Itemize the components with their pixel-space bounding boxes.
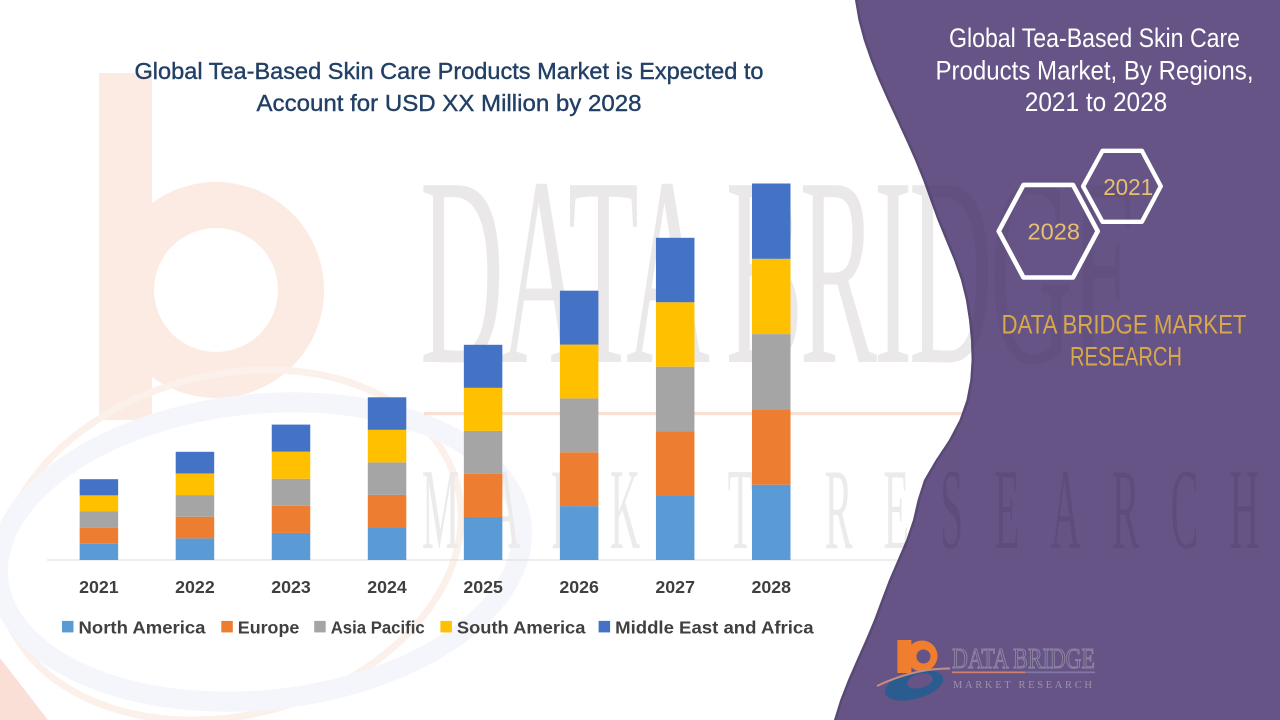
svg-text:Global Tea-Based Skin Care Pro: Global Tea-Based Skin Care Products Mark… bbox=[135, 58, 764, 84]
svg-text:2028: 2028 bbox=[1028, 219, 1081, 245]
svg-text:2026: 2026 bbox=[559, 577, 599, 597]
svg-text:2022: 2022 bbox=[175, 577, 215, 597]
svg-text:DATA BRIDGE: DATA BRIDGE bbox=[952, 643, 1095, 675]
svg-text:RESEARCH: RESEARCH bbox=[1070, 342, 1182, 372]
svg-text:Products Market, By Regions,: Products Market, By Regions, bbox=[936, 55, 1254, 85]
svg-text:2021: 2021 bbox=[79, 577, 119, 597]
svg-text:South America: South America bbox=[457, 618, 586, 638]
svg-text:2028: 2028 bbox=[751, 577, 791, 597]
svg-text:Asia Pacific: Asia Pacific bbox=[331, 618, 425, 638]
svg-text:Global Tea-Based Skin Care: Global Tea-Based Skin Care bbox=[949, 23, 1240, 53]
svg-text:Account for USD XX Million by: Account for USD XX Million by 2028 bbox=[257, 90, 642, 116]
svg-text:2023: 2023 bbox=[271, 577, 311, 597]
svg-text:2025: 2025 bbox=[463, 577, 503, 597]
svg-text:2027: 2027 bbox=[655, 577, 695, 597]
svg-text:Middle East and Africa: Middle East and Africa bbox=[615, 618, 814, 638]
svg-text:2021: 2021 bbox=[1103, 174, 1153, 200]
svg-text:Europe: Europe bbox=[238, 618, 300, 638]
svg-text:DATA BRIDGE MARKET: DATA BRIDGE MARKET bbox=[1002, 310, 1247, 340]
svg-text:2024: 2024 bbox=[367, 577, 407, 597]
svg-text:MARKET RESEARCH: MARKET RESEARCH bbox=[953, 680, 1092, 691]
svg-text:2021 to 2028: 2021 to 2028 bbox=[1025, 87, 1168, 117]
svg-text:North America: North America bbox=[79, 618, 206, 638]
